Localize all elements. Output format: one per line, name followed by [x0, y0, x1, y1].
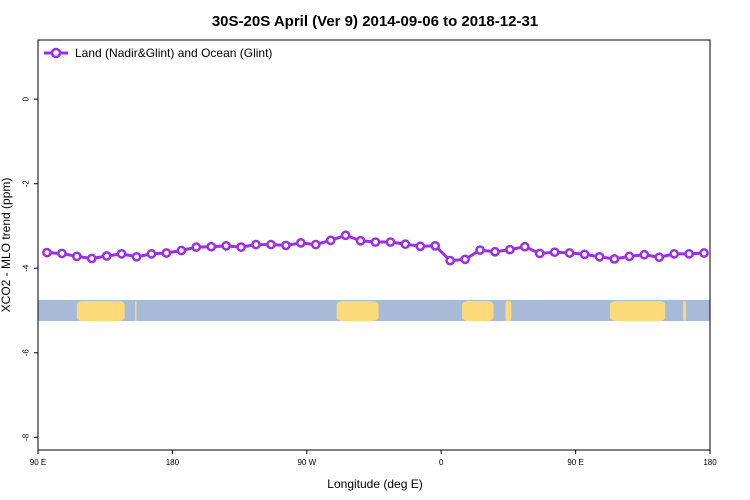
y-tick-label: -2	[21, 180, 30, 188]
x-tick-label: 180	[166, 458, 180, 467]
land-segment-4	[505, 300, 512, 322]
data-point	[370, 237, 381, 247]
legend-marker	[50, 47, 62, 59]
data-point	[400, 239, 411, 250]
data-point	[579, 249, 590, 260]
data-point	[161, 248, 172, 258]
y-axis-label: XCO2 - MLO trend (ppm)	[0, 178, 13, 313]
data-point	[415, 241, 426, 252]
land-segment-5	[609, 300, 666, 322]
data-point	[131, 251, 142, 262]
plot-frame	[37, 39, 711, 451]
data-point	[251, 239, 261, 250]
land-segment-1	[135, 300, 137, 322]
data-point	[281, 240, 291, 251]
data-point	[42, 247, 52, 258]
data-point	[624, 251, 635, 262]
y-tick-label: -4	[21, 264, 30, 272]
land-segment-0	[76, 300, 125, 322]
data-point	[639, 249, 650, 260]
x-tick-label: 90 E	[567, 458, 583, 467]
x-tick-label: 0	[439, 458, 444, 467]
data-point	[191, 242, 202, 252]
data-point	[71, 251, 82, 262]
land-segment-2	[336, 300, 379, 322]
data-point	[385, 237, 396, 247]
land-segment-3	[462, 300, 494, 322]
data-point	[295, 238, 306, 248]
y-axis: 0 -2 -4 -6 -8	[21, 96, 38, 441]
series-layer	[42, 230, 709, 266]
map-band	[38, 299, 710, 322]
data-point	[505, 244, 515, 255]
data-point	[684, 249, 694, 259]
data-point	[325, 235, 336, 246]
data-point	[654, 252, 665, 263]
data-point	[445, 255, 456, 266]
y-tick-label: 0	[21, 96, 30, 101]
x-axis: 90 E 180 90 W 0 90 E 180	[30, 450, 717, 467]
data-point	[57, 248, 67, 259]
data-point	[460, 254, 470, 265]
data-point	[669, 249, 680, 259]
data-point	[146, 249, 157, 259]
y-tick-label: -8	[21, 433, 30, 441]
x-tick-label: 180	[703, 458, 717, 467]
data-point	[475, 245, 485, 255]
land-segment-6	[683, 300, 687, 322]
legend: Land (Nadir&Glint) and Ocean (Glint)	[44, 46, 272, 60]
data-point	[549, 247, 560, 258]
data-point	[176, 245, 187, 256]
data-point	[430, 240, 441, 251]
data-point	[534, 248, 545, 259]
data-point	[594, 251, 605, 262]
data-point	[206, 241, 217, 252]
data-point	[519, 241, 530, 252]
data-point	[699, 248, 709, 258]
data-point	[564, 248, 575, 258]
data-point	[266, 239, 276, 250]
data-point	[355, 235, 366, 246]
data-point	[310, 239, 321, 250]
legend-label: Land (Nadir&Glint) and Ocean (Glint)	[75, 46, 272, 60]
data-point	[116, 249, 127, 259]
x-tick-label: 90 E	[30, 458, 46, 467]
data-point	[490, 246, 500, 257]
data-point	[221, 240, 232, 251]
x-axis-label: Longitude (deg E)	[327, 477, 422, 491]
data-point	[236, 242, 246, 252]
chart-title: 30S-20S April (Ver 9) 2014-09-06 to 2018…	[212, 13, 538, 30]
x-tick-label: 90 W	[297, 458, 316, 467]
y-tick-label: -6	[21, 349, 30, 357]
data-point	[609, 254, 620, 264]
data-point	[101, 251, 112, 261]
data-point	[86, 253, 97, 264]
data-point	[340, 230, 351, 241]
